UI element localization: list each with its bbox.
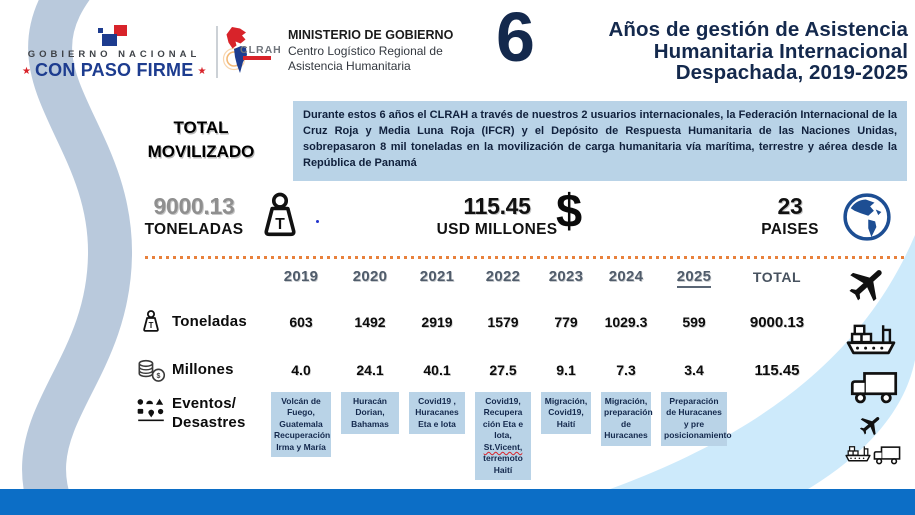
year-header: 2021 bbox=[419, 268, 455, 285]
disaster-pictograms-icon bbox=[135, 397, 167, 425]
total-header: TOTAL bbox=[752, 268, 802, 285]
total-movilizado-label: TOTAL MOVILIZADO bbox=[147, 118, 255, 161]
countries-total-value: 23 bbox=[777, 193, 803, 219]
millones-2025: 3.4 bbox=[684, 362, 704, 378]
millones-total: 115.45 bbox=[754, 361, 800, 379]
event-2024: Migración, preparación de Huracanes bbox=[601, 392, 653, 446]
orange-dotted-divider bbox=[145, 256, 907, 259]
usd-total-value: 115.45 bbox=[463, 193, 531, 219]
description-box: Durante estos 6 años el CLRAH a través d… bbox=[293, 101, 907, 181]
star-icon: ★ bbox=[22, 66, 31, 77]
stray-dot bbox=[316, 220, 319, 223]
table-row-toneladas: Toneladas 603 1492 2919 1579 779 1029.3 … bbox=[130, 302, 822, 342]
spellcheck-flagged-word: St.Vicent, bbox=[483, 441, 523, 452]
cargo-ship-icon bbox=[844, 314, 898, 358]
tonne-weight-icon bbox=[256, 191, 304, 244]
bottom-right-swoosh bbox=[530, 235, 915, 515]
table-row-eventos: Eventos/ Desastres Volcán de Fuego, Guat… bbox=[130, 392, 822, 481]
dollar-sign: $ bbox=[556, 184, 583, 237]
toneladas-2019: 603 bbox=[289, 314, 313, 330]
title-line2: Humanitaria Internacional bbox=[653, 39, 908, 63]
header-divider bbox=[216, 26, 218, 78]
year-header: 2023 bbox=[548, 268, 584, 285]
countries-total-label: PAISES bbox=[761, 221, 819, 238]
table-row-millones: Millones 4.0 24.1 40.1 27.5 9.1 7.3 3.4 … bbox=[130, 350, 822, 390]
toneladas-2021: 2919 bbox=[421, 314, 453, 330]
left-ring-arc bbox=[22, 0, 133, 515]
government-logo bbox=[98, 25, 138, 47]
millones-2021: 40.1 bbox=[423, 362, 451, 378]
coins-icon bbox=[136, 358, 166, 383]
ministry-department: Centro Logístico Regional de Asistencia … bbox=[288, 44, 443, 73]
millones-2024: 7.3 bbox=[616, 362, 636, 378]
government-logo-motto: ★ CON PASO FIRME ★ bbox=[22, 60, 206, 81]
table-header-row: 2019 2020 2021 2022 2023 2024 2025 TOTAL bbox=[130, 268, 822, 288]
toneladas-2023: 779 bbox=[554, 314, 578, 330]
flag-square-navy bbox=[102, 34, 117, 46]
year-header: 2025 bbox=[656, 268, 732, 288]
truck-icon bbox=[872, 444, 902, 466]
toneladas-2024: 1029.3 bbox=[604, 314, 648, 330]
year-header: 2019 bbox=[283, 268, 319, 285]
toneladas-2020: 1492 bbox=[354, 314, 386, 330]
toneladas-2022: 1579 bbox=[487, 314, 519, 330]
clrah-acronym: CLRAH bbox=[240, 44, 282, 56]
event-2019: Volcán de Fuego, Guatemala Recuperación … bbox=[271, 392, 331, 458]
title-line1: Años de gestión de Asistencia bbox=[608, 18, 908, 41]
clrah-tagline-band bbox=[243, 56, 271, 60]
event-2023: Migración, Covid19, Haití bbox=[541, 392, 591, 435]
millones-2023: 9.1 bbox=[556, 362, 576, 378]
ministry-name: MINISTERIO DE GOBIERNO bbox=[288, 28, 454, 42]
millones-2022: 27.5 bbox=[489, 362, 517, 378]
truck-icon bbox=[848, 368, 900, 406]
tonnes-total-label: TONELADAS bbox=[144, 221, 244, 238]
event-2022: Covid19, Recupera ción Eta e Iota, St.Vi… bbox=[475, 392, 531, 481]
title-big-number: 6 bbox=[496, 0, 535, 76]
toneladas-2025: 599 bbox=[682, 314, 706, 330]
ministry-dept-line2: Asistencia Humanitaria bbox=[288, 58, 411, 73]
event-2025: Preparación de Huracanes y pre posiciona… bbox=[661, 392, 732, 446]
flag-square-small bbox=[98, 28, 103, 33]
cargo-ship-icon bbox=[844, 440, 872, 464]
row-label-millones: Millones bbox=[172, 360, 234, 378]
government-logo-top-line: GOBIERNO NACIONAL bbox=[27, 49, 201, 60]
title-line3: Despachada, 2019-2025 bbox=[675, 61, 908, 84]
multimodal-transport-icon bbox=[844, 412, 904, 474]
globe-americas-icon bbox=[842, 192, 892, 242]
millones-2019: 4.0 bbox=[291, 362, 311, 378]
event-2021: Covid19 , Huracanes Eta e Iota bbox=[409, 392, 465, 435]
toneladas-total: 9000.13 bbox=[749, 313, 805, 331]
row-label-toneladas: Toneladas bbox=[172, 312, 247, 330]
tonnes-total-value: 9000.13 bbox=[153, 193, 235, 219]
ministry-dept-line1: Centro Logístico Regional de bbox=[288, 44, 443, 58]
event-2020: Huracán Dorian, Bahamas bbox=[341, 392, 399, 435]
year-header: 2022 bbox=[485, 268, 521, 285]
usd-total-label: USD MILLONES bbox=[436, 221, 558, 238]
bottom-blue-bar bbox=[0, 489, 915, 515]
year-header: 2024 bbox=[608, 268, 644, 285]
star-icon: ★ bbox=[197, 66, 207, 77]
flag-square-red bbox=[114, 25, 127, 36]
motto-text: CON PASO FIRME bbox=[34, 60, 194, 80]
year-header: 2020 bbox=[352, 268, 388, 285]
millones-2020: 24.1 bbox=[356, 362, 384, 378]
page-title: Años de gestión de Asistencia Humanitari… bbox=[536, 19, 908, 84]
row-label-eventos: Eventos/ Desastres bbox=[172, 395, 246, 431]
airplane-icon bbox=[853, 407, 890, 444]
tonne-weight-icon bbox=[139, 309, 163, 336]
